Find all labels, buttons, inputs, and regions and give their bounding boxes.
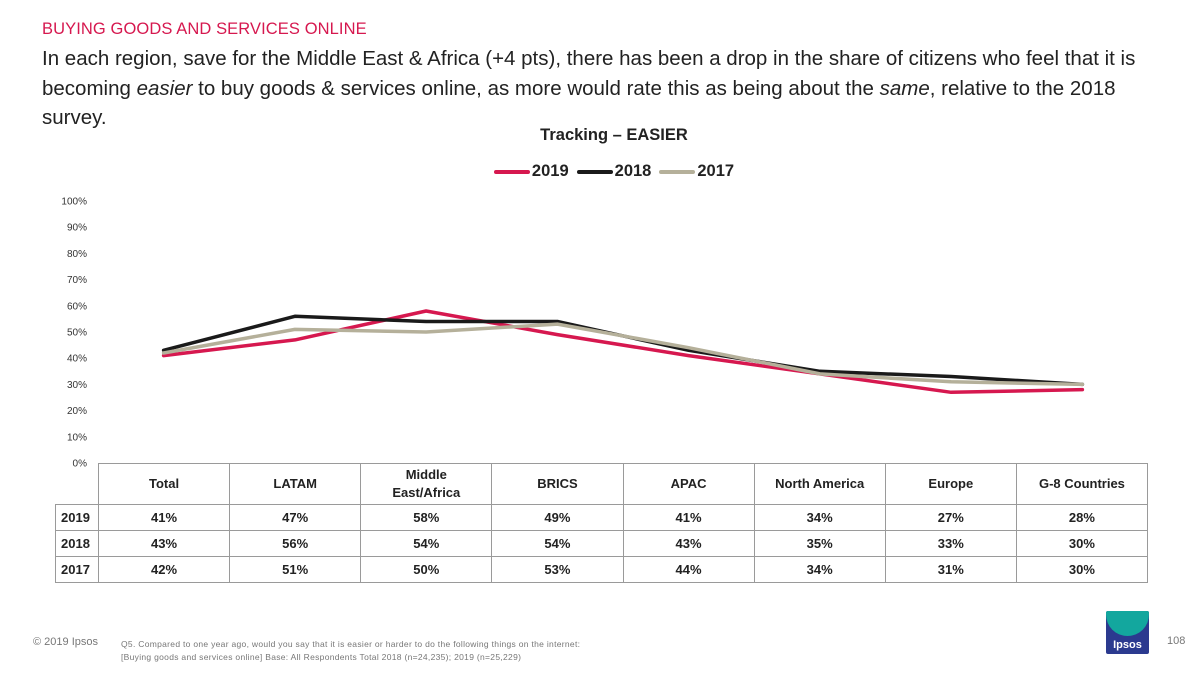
series-line-2018: [161, 314, 1085, 387]
y-tick-label: 40%: [67, 354, 87, 365]
category-label: North America: [753, 463, 886, 505]
legend-label-2019: 2019: [531, 162, 569, 180]
category-label: LATAM: [229, 463, 362, 505]
section-title: BUYING GOODS AND SERVICES ONLINE: [42, 20, 367, 38]
y-tick-label: 30%: [67, 380, 87, 391]
headline-emphasis-easier: easier: [136, 76, 193, 100]
data-label: 53%: [491, 556, 624, 583]
logo-text: Ipsos: [1113, 639, 1142, 651]
headline: In each region, save for the Middle East…: [42, 44, 1162, 133]
chart-legend: 2019 2018 2017: [0, 162, 1200, 181]
category-label-line-1: Middle: [405, 467, 447, 482]
category-label: BRICS: [491, 463, 624, 505]
data-label: 34%: [753, 504, 886, 531]
copyright: © 2019 Ipsos: [33, 636, 98, 648]
data-label: 44%: [622, 556, 755, 583]
category-label: G-8 Countries: [1015, 463, 1149, 505]
data-label: 34%: [753, 556, 886, 583]
y-tick-label: 100%: [61, 197, 87, 208]
footnote-line-2: [Buying goods and services online] Base:…: [121, 652, 522, 662]
data-label: 47%: [229, 504, 362, 531]
headline-emphasis-same: same: [879, 76, 930, 100]
data-label: 43%: [97, 530, 231, 557]
y-tick-label: 60%: [67, 301, 87, 312]
footnote-line-1: Q5. Compared to one year ago, would you …: [121, 639, 581, 649]
data-label: 54%: [360, 530, 493, 557]
data-label: 56%: [229, 530, 362, 557]
page-number: 108: [1167, 635, 1186, 647]
data-label: 51%: [229, 556, 362, 583]
row-label: 2019: [55, 504, 99, 531]
data-label: 27%: [884, 504, 1017, 531]
headline-text-2: to buy goods & services online, as more …: [192, 76, 880, 100]
chart-title: Tracking – EASIER: [540, 126, 688, 144]
legend-label-2017: 2017: [697, 162, 735, 180]
table-row: 2017 42% 51% 50% 53% 44% 34% 31% 30%: [55, 556, 1149, 583]
category-label: Europe: [884, 463, 1017, 505]
data-label: 41%: [97, 504, 231, 531]
data-label: 54%: [491, 530, 624, 557]
logo-mark-icon: [1106, 611, 1149, 636]
footnote: Q5. Compared to one year ago, would you …: [121, 638, 580, 664]
category-label: APAC: [622, 463, 755, 505]
data-label: 49%: [491, 504, 624, 531]
legend-swatch-2018: [576, 169, 613, 174]
category-label-line-2: East/Africa: [392, 485, 461, 500]
y-tick-label: 70%: [67, 275, 87, 286]
data-label: 43%: [622, 530, 755, 557]
table-row: 2019 41% 47% 58% 49% 41% 34% 27% 28%: [55, 504, 1149, 531]
data-label: 42%: [97, 556, 231, 583]
data-label: 30%: [1015, 530, 1149, 557]
legend-item-2018: 2018: [576, 162, 652, 181]
data-label: 28%: [1015, 504, 1149, 531]
data-label: 30%: [1015, 556, 1149, 583]
row-label: 2018: [55, 530, 99, 557]
y-tick-label: 80%: [67, 249, 87, 260]
headline-text-1: In each region, save for the Middle East…: [42, 47, 1136, 100]
ipsos-logo: Ipsos: [1106, 611, 1149, 654]
data-label: 58%: [360, 504, 493, 531]
data-label: 50%: [360, 556, 493, 583]
data-label: 41%: [622, 504, 755, 531]
legend-item-2017: 2017: [659, 162, 734, 181]
data-label: 33%: [884, 530, 1017, 557]
y-tick-label: 10%: [67, 432, 87, 443]
row-label: 2017: [55, 556, 99, 583]
category-label: Total: [97, 463, 231, 505]
data-label: 35%: [753, 530, 886, 557]
y-tick-label: 20%: [67, 406, 87, 417]
legend-item-2019: 2019: [493, 162, 569, 181]
y-tick-label: 50%: [67, 328, 87, 339]
legend-label-2018: 2018: [614, 162, 652, 180]
table-corner: [55, 463, 99, 505]
legend-swatch-2019: [493, 169, 530, 174]
legend-swatch-2017: [659, 169, 696, 174]
series-line-2017: [161, 322, 1085, 387]
headline-text-3: , relative to the 2018 survey.: [42, 76, 1116, 130]
table-row: 2018 43% 56% 54% 54% 43% 35% 33% 30%: [55, 530, 1149, 557]
series-line-2019: [161, 309, 1085, 395]
data-label: 31%: [884, 556, 1017, 583]
category-label: Middle East/Africa: [360, 463, 493, 505]
data-table: Total LATAM Middle East/Africa BRICS APAC Nort…: [55, 463, 1149, 583]
y-tick-label: 90%: [67, 223, 87, 234]
